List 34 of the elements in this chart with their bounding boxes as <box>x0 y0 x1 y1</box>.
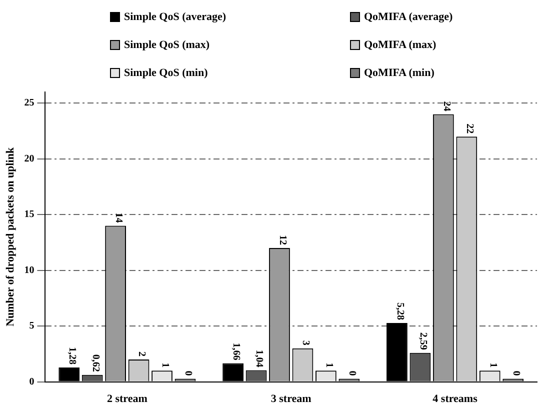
data-label: 2,59 <box>418 332 429 350</box>
y-tick-label: 20 <box>24 153 34 164</box>
data-label: 2 <box>136 352 148 357</box>
legend-label: Simple QoS (min) <box>124 67 208 79</box>
y-axis-title: Number of dropped packets on uplink <box>4 146 16 326</box>
x-tick-label: 4 streams <box>432 393 478 406</box>
x-tick-label: 3 stream <box>270 393 312 406</box>
data-label: 22 <box>464 124 476 134</box>
data-label: 14 <box>112 212 124 223</box>
data-label: 1,04 <box>254 350 265 368</box>
data-label: 5,28 <box>394 302 406 320</box>
data-label: 0 <box>182 370 194 376</box>
data-label: 3 <box>300 340 312 346</box>
y-tick-label: 0 <box>29 376 34 388</box>
y-tick-label: 5 <box>29 320 34 332</box>
legend-label: QoMIFA (average) <box>364 11 453 23</box>
y-tick-label: 15 <box>24 209 34 220</box>
data-label: 1 <box>159 362 170 368</box>
legend-label: QoMIFA (min) <box>364 67 434 79</box>
x-tick-label: 2 stream <box>106 393 148 406</box>
data-label: 1 <box>487 362 498 368</box>
data-label: 0 <box>510 370 522 376</box>
data-label: 0,62 <box>90 354 101 372</box>
y-tick-label: 10 <box>24 264 34 276</box>
data-label: 1,28 <box>66 347 78 365</box>
legend-label: Simple QoS (max) <box>124 39 210 51</box>
data-label: 12 <box>276 235 288 246</box>
data-label: 24 <box>440 101 452 112</box>
legend-label: Simple QoS (average) <box>124 11 226 23</box>
data-label: 1 <box>323 362 334 368</box>
y-tick-label: 25 <box>24 98 34 109</box>
legend-label: QoMIFA (max) <box>364 39 436 51</box>
data-label: 0 <box>346 370 358 376</box>
data-label: 1,66 <box>230 342 242 360</box>
